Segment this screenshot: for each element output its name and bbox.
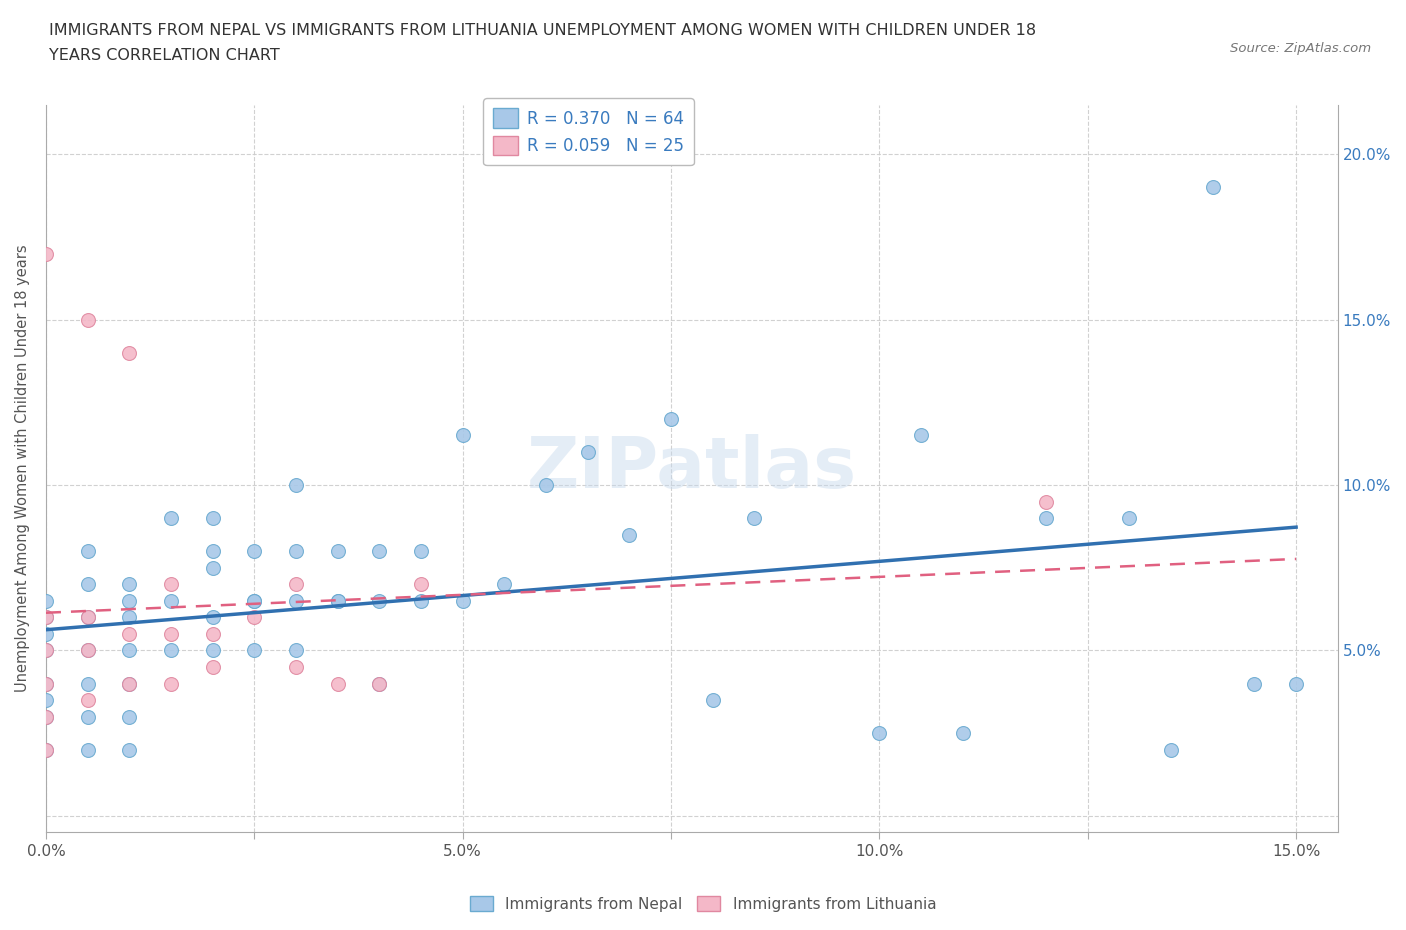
Point <box>1243 676 1265 691</box>
Point <box>201 610 224 625</box>
Point <box>76 693 98 708</box>
Point <box>285 577 308 591</box>
Point <box>868 725 890 740</box>
Point <box>76 643 98 658</box>
Text: IMMIGRANTS FROM NEPAL VS IMMIGRANTS FROM LITHUANIA UNEMPLOYMENT AMONG WOMEN WITH: IMMIGRANTS FROM NEPAL VS IMMIGRANTS FROM… <box>49 23 1036 38</box>
Point <box>35 676 58 691</box>
Point <box>910 428 932 443</box>
Point <box>659 411 682 426</box>
Point <box>118 577 141 591</box>
Point <box>118 710 141 724</box>
Point <box>744 511 766 525</box>
Point <box>952 725 974 740</box>
Point <box>35 610 58 625</box>
Point <box>285 659 308 674</box>
Point <box>76 742 98 757</box>
Point <box>35 710 58 724</box>
Point <box>35 676 58 691</box>
Point <box>1035 494 1057 509</box>
Point <box>160 511 183 525</box>
Point <box>35 710 58 724</box>
Point <box>35 593 58 608</box>
Point <box>118 643 141 658</box>
Point <box>35 246 58 261</box>
Point <box>326 593 349 608</box>
Point <box>35 742 58 757</box>
Y-axis label: Unemployment Among Women with Children Under 18 years: Unemployment Among Women with Children U… <box>15 245 30 692</box>
Point <box>160 577 183 591</box>
Legend: R = 0.370   N = 64, R = 0.059   N = 25: R = 0.370 N = 64, R = 0.059 N = 25 <box>484 99 693 166</box>
Point <box>409 593 432 608</box>
Legend: Immigrants from Nepal, Immigrants from Lithuania: Immigrants from Nepal, Immigrants from L… <box>464 889 942 918</box>
Point <box>76 676 98 691</box>
Point <box>451 593 474 608</box>
Point <box>118 627 141 642</box>
Point <box>368 593 391 608</box>
Point <box>1160 742 1182 757</box>
Point <box>326 593 349 608</box>
Point <box>35 610 58 625</box>
Point <box>1202 179 1225 194</box>
Point <box>76 544 98 559</box>
Point <box>76 312 98 327</box>
Point <box>118 593 141 608</box>
Point <box>160 643 183 658</box>
Point <box>118 676 141 691</box>
Point <box>35 693 58 708</box>
Point <box>451 428 474 443</box>
Point <box>576 445 599 459</box>
Point <box>76 577 98 591</box>
Point <box>201 511 224 525</box>
Point <box>285 478 308 493</box>
Point <box>1035 511 1057 525</box>
Point <box>368 544 391 559</box>
Text: YEARS CORRELATION CHART: YEARS CORRELATION CHART <box>49 48 280 63</box>
Point <box>118 742 141 757</box>
Point <box>326 676 349 691</box>
Point <box>76 643 98 658</box>
Point <box>160 676 183 691</box>
Point <box>243 593 266 608</box>
Point <box>285 643 308 658</box>
Point <box>534 478 557 493</box>
Point <box>160 627 183 642</box>
Point <box>243 544 266 559</box>
Point <box>243 610 266 625</box>
Point <box>76 610 98 625</box>
Point <box>76 610 98 625</box>
Point <box>76 710 98 724</box>
Point <box>35 742 58 757</box>
Point <box>702 693 724 708</box>
Point <box>201 659 224 674</box>
Point <box>409 577 432 591</box>
Point <box>494 577 516 591</box>
Point <box>201 544 224 559</box>
Point <box>160 593 183 608</box>
Point <box>35 643 58 658</box>
Point <box>118 676 141 691</box>
Point <box>35 643 58 658</box>
Point <box>118 345 141 360</box>
Point <box>201 643 224 658</box>
Point <box>285 544 308 559</box>
Point <box>619 527 641 542</box>
Point <box>285 593 308 608</box>
Text: ZIPatlas: ZIPatlas <box>527 434 856 503</box>
Point <box>409 544 432 559</box>
Point <box>201 561 224 576</box>
Point <box>243 643 266 658</box>
Point <box>35 627 58 642</box>
Point <box>243 593 266 608</box>
Point <box>1285 676 1308 691</box>
Point <box>1118 511 1140 525</box>
Text: Source: ZipAtlas.com: Source: ZipAtlas.com <box>1230 42 1371 55</box>
Point <box>326 544 349 559</box>
Point <box>118 610 141 625</box>
Point <box>201 627 224 642</box>
Point <box>368 676 391 691</box>
Point <box>368 676 391 691</box>
